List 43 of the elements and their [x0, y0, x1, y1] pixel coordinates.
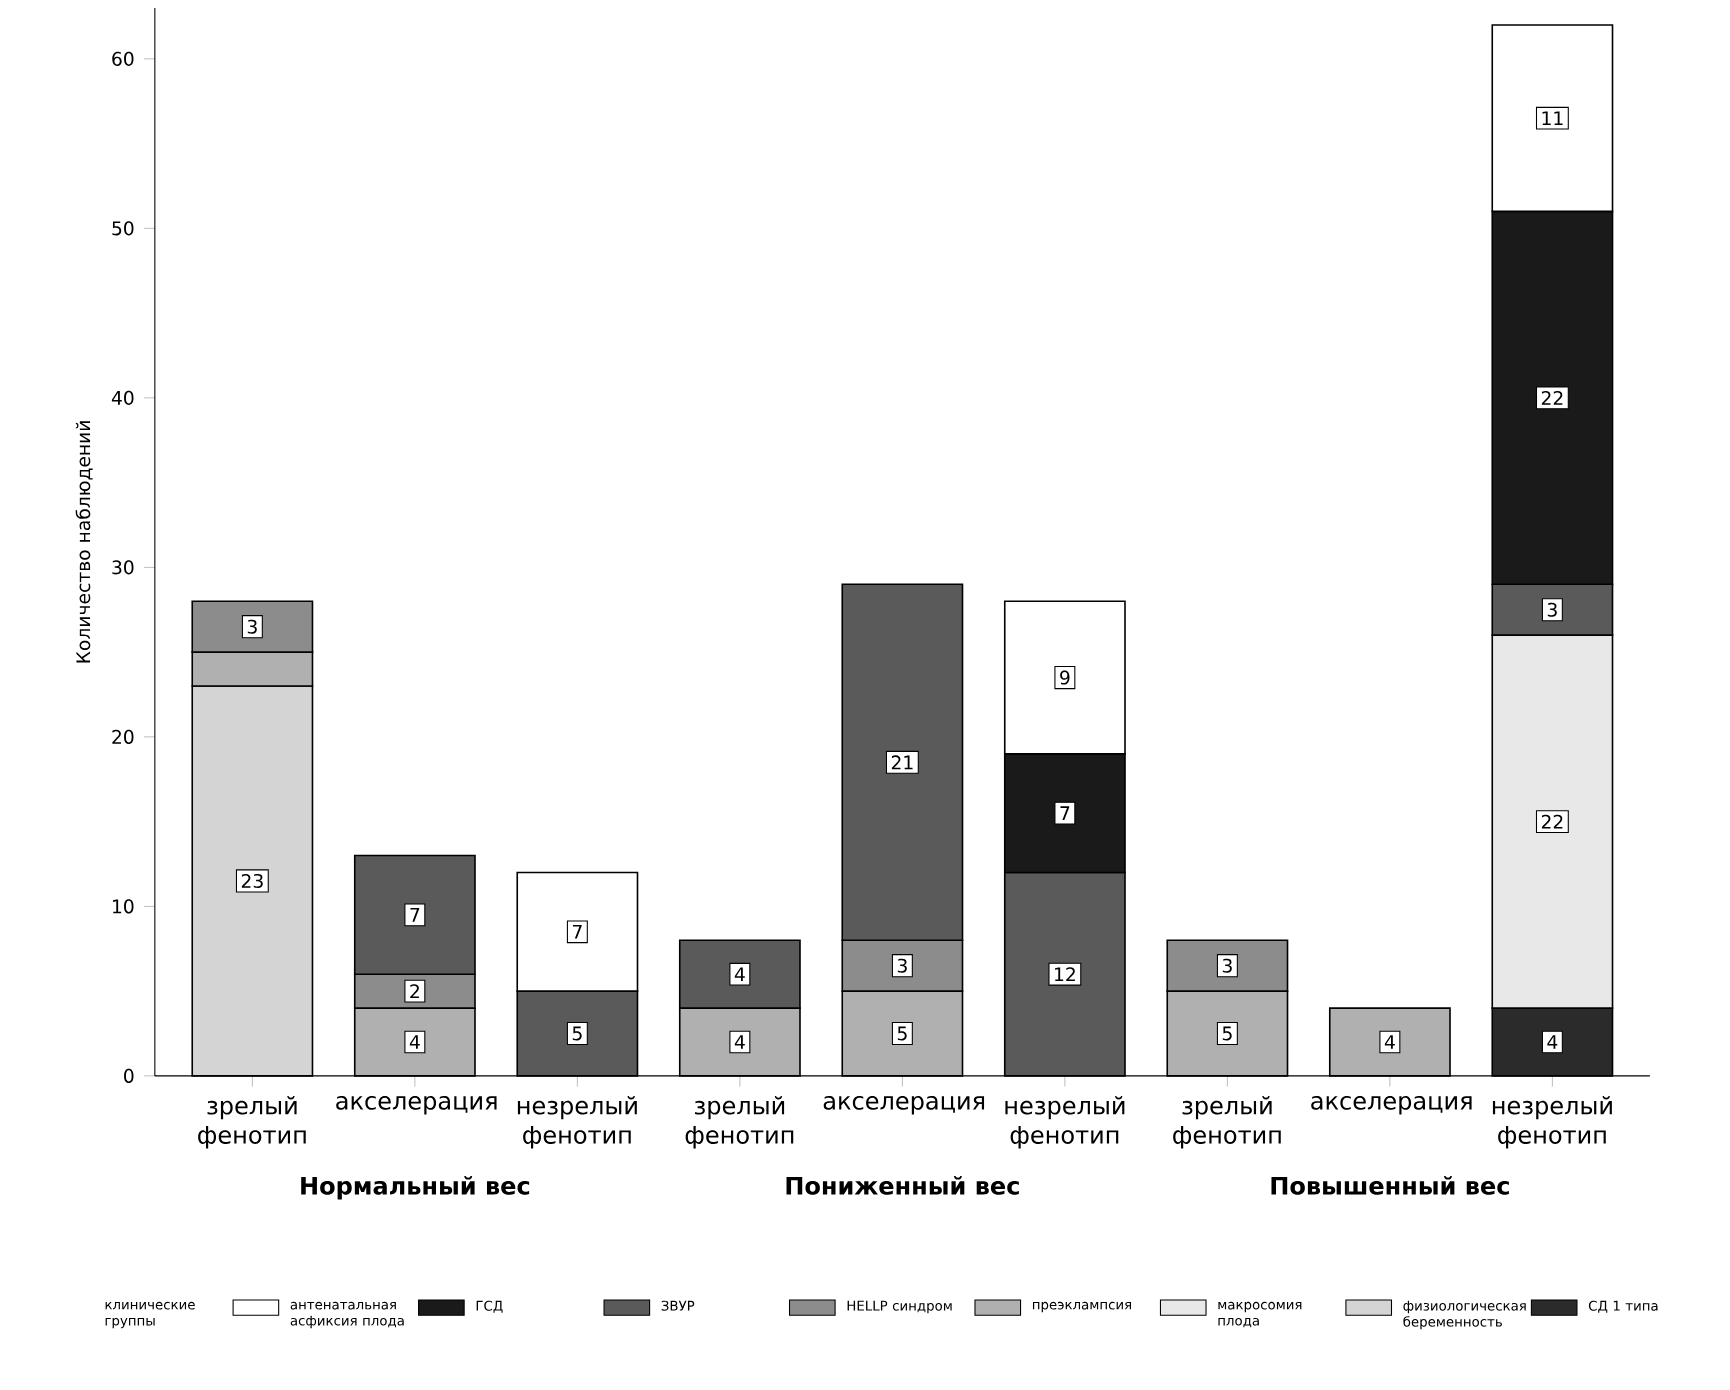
y-tick-label: 20 [112, 729, 134, 744]
data-label: 4 [734, 1034, 745, 1049]
data-label: 23 [241, 873, 263, 888]
data-label: 3 [1547, 602, 1557, 617]
y-axis-title: Количество наблюдений [75, 420, 93, 662]
data-label: 7 [1060, 805, 1070, 820]
data-label: 7 [572, 924, 582, 939]
y-tick-label: 30 [112, 559, 134, 574]
data-label: 22 [1541, 390, 1563, 405]
data-label: 5 [572, 1026, 582, 1040]
x-tick-label: зрелый фенотип [198, 1095, 306, 1149]
data-label: 3 [897, 958, 907, 973]
data-label: 11 [1542, 110, 1563, 125]
data-label: 4 [1384, 1034, 1395, 1049]
data-label: 12 [1055, 966, 1075, 981]
x-tick-label: акселерация [823, 1095, 985, 1114]
y-tick-label: 0 [124, 1068, 134, 1083]
y-tick-label: 60 [112, 51, 134, 66]
x-tick-label: акселерация [1311, 1095, 1472, 1114]
x-tick-label: зрелый фенотип [1173, 1095, 1281, 1149]
data-label: 3 [1222, 958, 1232, 973]
text: Пониженный вес [786, 1175, 1019, 1195]
data-label: 7 [410, 907, 420, 922]
text: Повышенный вес [1271, 1175, 1509, 1195]
y-tick-label: 40 [111, 390, 134, 405]
data-label: 4 [734, 966, 745, 981]
y-tick-label: 50 [112, 220, 134, 235]
text: Нормальный вес [301, 1175, 530, 1199]
data-label: 21 [891, 754, 913, 769]
x-tick-label: незрелый фенотип [1005, 1095, 1125, 1149]
data-label: 5 [897, 1026, 907, 1040]
y-tick-label: 10 [113, 898, 134, 913]
data-label: 2 [410, 983, 419, 998]
data-label: 22 [1541, 814, 1563, 829]
data-label: 9 [1060, 670, 1070, 685]
x-tick-label: незрелый фенотип [1492, 1095, 1612, 1149]
x-tick-label: акселерация [336, 1095, 497, 1114]
x-tick-label: зрелый фенотип [685, 1095, 794, 1149]
data-label: 4 [409, 1034, 420, 1049]
data-label: 4 [1547, 1034, 1558, 1049]
data-label: 3 [247, 619, 257, 634]
x-tick-label: незрелый фенотип [517, 1095, 637, 1149]
data-label: 5 [1222, 1026, 1232, 1040]
